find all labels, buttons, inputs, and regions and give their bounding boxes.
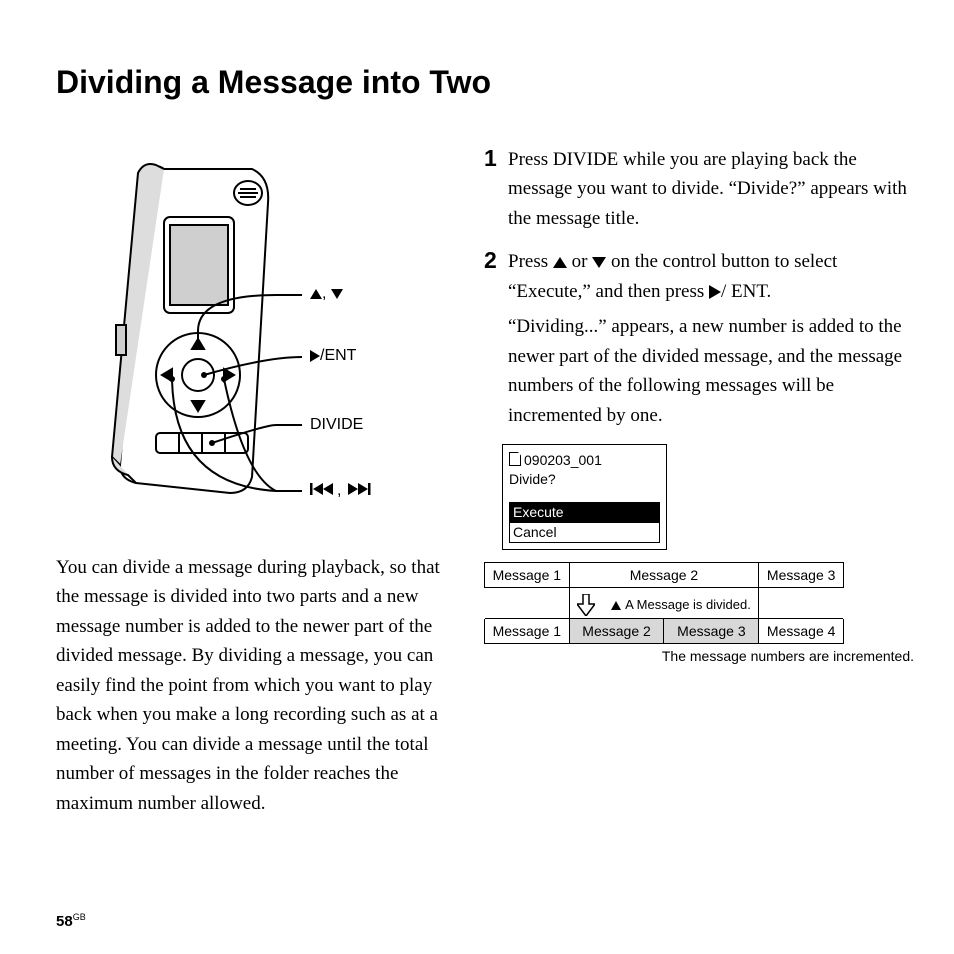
intro-paragraph: You can divide a message during playback… [56, 553, 456, 818]
msg-cell: Message 3 [759, 562, 844, 587]
callout-up-down: , [310, 285, 343, 303]
msg-cell: Message 4 [759, 618, 844, 643]
callout-divide: DIVIDE [310, 416, 363, 434]
down-icon [331, 289, 343, 299]
up-icon [310, 289, 322, 299]
callout-ent: /ENT [310, 347, 356, 365]
step-2: 2 Press or on the control button to sele… [484, 247, 914, 430]
svg-text:,: , [337, 482, 341, 497]
callout-prev-next-clean: , [310, 481, 384, 497]
page-number: 58GB [56, 912, 86, 930]
lcd-filename: 090203_001 [509, 451, 660, 470]
device-diagram: , /ENT DIVIDE , [56, 145, 456, 525]
lcd-display: 090203_001 Divide? Execute Cancel [502, 444, 667, 550]
msg-cell: Message 1 [485, 562, 570, 587]
diagram-caption: The message numbers are incremented. [484, 648, 914, 664]
message-split-diagram: Message 1 Message 2 Message 3 [484, 562, 844, 644]
msg-cell: Message 1 [485, 618, 570, 643]
up-icon [611, 601, 621, 610]
divided-label: A Message is divided. [625, 597, 751, 612]
msg-cell: Message 2 [569, 618, 664, 643]
up-icon [553, 257, 567, 268]
lcd-option-cancel: Cancel [509, 522, 660, 543]
play-icon [310, 350, 320, 362]
down-arrow-icon [577, 594, 595, 616]
msg-cell: Message 2 [569, 562, 759, 587]
msg-cell: Message 3 [664, 618, 759, 643]
step-2-number: 2 [484, 247, 502, 430]
step-1-text: Press DIVIDE while you are playing back … [508, 145, 914, 233]
step-1-number: 1 [484, 145, 502, 233]
page-title: Dividing a Message into Two [56, 64, 898, 101]
lcd-prompt: Divide? [509, 470, 660, 489]
lcd-option-execute: Execute [509, 502, 660, 523]
step-2-text: Press or on the control button to select… [508, 247, 914, 430]
step-1: 1 Press DIVIDE while you are playing bac… [484, 145, 914, 233]
play-icon [709, 285, 721, 299]
down-icon [592, 257, 606, 268]
